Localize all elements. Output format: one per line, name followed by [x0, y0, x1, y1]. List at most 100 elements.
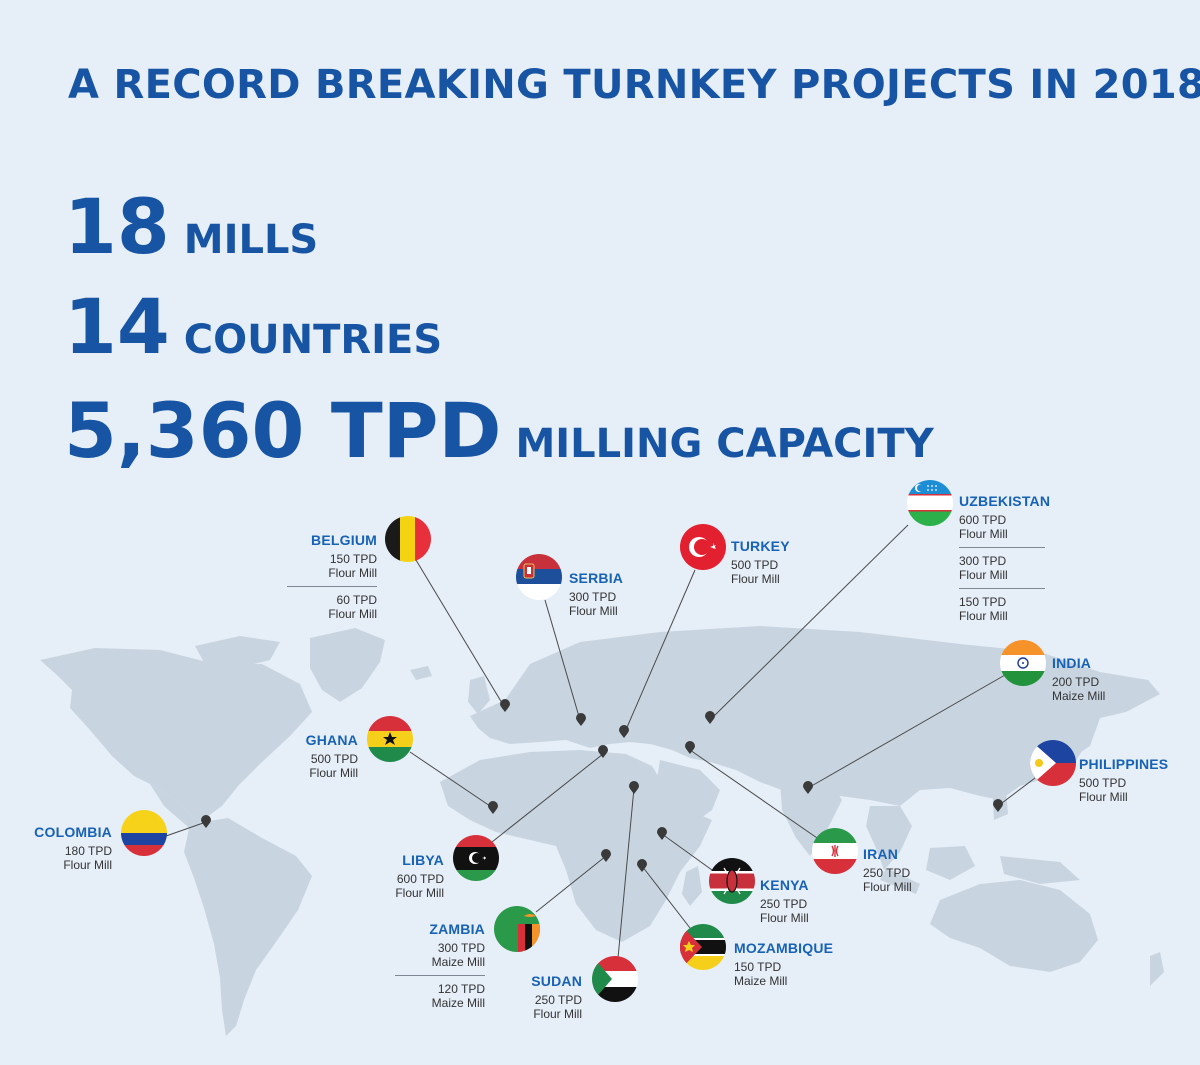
landmass-north-america — [40, 648, 312, 822]
project-capacity: 250 TPD — [534, 993, 582, 1007]
connector-turkey — [624, 569, 696, 733]
project-capacity: 150 TPD — [329, 552, 377, 566]
project-type: Flour Mill — [760, 911, 809, 925]
project-entry: 250 TPD Flour Mill — [760, 894, 850, 931]
pin-belgium — [500, 699, 510, 712]
project-capacity: 60 TPD — [336, 593, 377, 607]
project-capacity: 600 TPD — [959, 513, 1007, 527]
landmass-central-america — [150, 784, 206, 832]
belgium-flag — [385, 516, 431, 562]
location-pins — [201, 699, 1003, 872]
landmass-southeast-asia — [866, 806, 912, 870]
project-entry: 300 TPD Flour Mill — [569, 587, 659, 624]
country-label-kenya: KENYA 250 TPD Flour Mill — [760, 876, 850, 931]
project-entry: 150 TPD Flour Mill — [287, 549, 377, 586]
connector-kenya — [661, 833, 713, 871]
country-label-uzbekistan: UZBEKISTAN 600 TPD Flour Mill 300 TPD Fl… — [959, 492, 1051, 629]
project-capacity: 150 TPD — [959, 595, 1007, 609]
project-type: Flour Mill — [959, 568, 1008, 582]
project-type: Flour Mill — [328, 566, 377, 580]
kenya-flag — [709, 858, 755, 904]
pin-ghana — [488, 801, 498, 814]
stat-capacity-value: 5,360 TPD — [64, 386, 502, 475]
landmass-borneo — [926, 846, 975, 880]
country-name: BELGIUM — [311, 532, 377, 548]
project-entry: 180 TPD Flour Mill — [10, 841, 112, 878]
project-capacity: 250 TPD — [863, 866, 911, 880]
project-entry: 300 TPD Maize Mill — [395, 938, 485, 975]
connector-mozambique — [641, 865, 691, 929]
pin-uzbekistan — [705, 711, 715, 724]
connector-colombia — [165, 821, 207, 837]
sudan-flag — [592, 956, 638, 1002]
mozambique-flag — [680, 924, 726, 970]
landmass-britain — [468, 676, 490, 714]
project-entry: 500 TPD Flour Mill — [268, 749, 358, 786]
stat-mills: 18 MILLS — [64, 182, 318, 271]
project-type: Flour Mill — [395, 886, 444, 900]
stat-countries: 14 COUNTRIES — [64, 282, 442, 371]
stat-mills-value: 18 — [64, 182, 170, 271]
project-entry: 500 TPD Flour Mill — [1079, 773, 1189, 810]
project-entry: 150 TPD Flour Mill — [959, 588, 1045, 629]
country-name: MOZAMBIQUE — [734, 940, 834, 956]
landmass-new-guinea — [1000, 856, 1080, 884]
connector-ghana — [409, 751, 494, 809]
country-name: TURKEY — [731, 538, 790, 554]
country-name: KENYA — [760, 877, 809, 893]
country-name: UZBEKISTAN — [959, 493, 1051, 509]
country-name: SERBIA — [569, 570, 624, 586]
project-entry: 300 TPD Flour Mill — [959, 547, 1045, 588]
country-label-ghana: GHANA 500 TPD Flour Mill — [268, 731, 358, 786]
project-type: Flour Mill — [1079, 790, 1128, 804]
pin-serbia — [576, 713, 586, 726]
connector-zambia — [535, 855, 607, 913]
stat-capacity: 5,360 TPD MILLING CAPACITY — [64, 386, 934, 475]
iran-flag — [812, 828, 858, 874]
stat-countries-label: COUNTRIES — [183, 317, 443, 363]
country-label-libya: LIBYA 600 TPD Flour Mill — [354, 851, 444, 906]
connector-philippines — [997, 777, 1036, 807]
stat-countries-value: 14 — [64, 282, 170, 371]
zambia-flag — [494, 906, 540, 952]
serbia-flag — [516, 554, 562, 600]
project-entry: 600 TPD Flour Mill — [354, 869, 444, 906]
stat-mills-label: MILLS — [183, 217, 319, 263]
project-type: Maize Mill — [734, 974, 788, 988]
ghana-flag — [367, 716, 413, 762]
country-name: LIBYA — [402, 852, 444, 868]
connector-sudan — [617, 787, 635, 959]
project-type: Flour Mill — [731, 572, 780, 586]
country-label-mozambique: MOZAMBIQUE 150 TPD Maize Mill — [734, 939, 844, 994]
country-label-belgium: BELGIUM 150 TPD Flour Mill 60 TPD Flour … — [287, 531, 377, 627]
project-type: Flour Mill — [569, 604, 618, 618]
landmass-sumatra — [880, 868, 920, 894]
uzbekistan-flag — [907, 480, 953, 526]
map-landmasses — [40, 626, 1164, 1036]
page-title: A RECORD BREAKING TURNKEY PROJECTS IN 20… — [68, 62, 1200, 108]
pin-libya — [598, 745, 608, 758]
landmass-iceland — [410, 666, 432, 680]
country-label-sudan: SUDAN 250 TPD Flour Mill — [492, 972, 582, 1027]
connector-serbia — [544, 599, 581, 721]
landmass-india — [780, 780, 842, 856]
pin-kenya — [657, 827, 667, 840]
project-capacity: 300 TPD — [437, 941, 485, 955]
country-label-zambia: ZAMBIA 300 TPD Maize Mill 120 TPD Maize … — [395, 920, 485, 1016]
project-capacity: 300 TPD — [569, 590, 617, 604]
country-name: IRAN — [863, 846, 899, 862]
project-capacity: 150 TPD — [734, 960, 782, 974]
pin-mozambique — [637, 859, 647, 872]
country-label-colombia: COLOMBIA 180 TPD Flour Mill — [10, 823, 112, 878]
country-name: PHILIPPINES — [1079, 756, 1169, 772]
project-capacity: 250 TPD — [760, 897, 808, 911]
project-type: Flour Mill — [63, 858, 112, 872]
country-label-turkey: TURKEY 500 TPD Flour Mill — [731, 537, 821, 592]
pin-iran — [685, 741, 695, 754]
country-name: INDIA — [1052, 655, 1092, 671]
project-entry: 600 TPD Flour Mill — [959, 510, 1045, 547]
country-label-philippines: PHILIPPINES 500 TPD Flour Mill — [1079, 755, 1189, 810]
libya-flag — [453, 835, 499, 881]
